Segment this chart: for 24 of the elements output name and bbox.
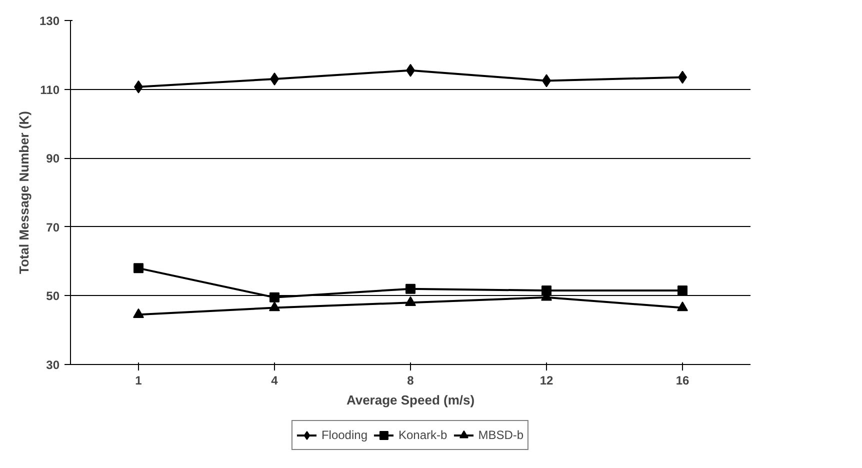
- y-tick-label: 30: [46, 358, 60, 372]
- x-tick-label: 1: [135, 374, 142, 388]
- y-axis-title: Total Message Number (K): [16, 110, 32, 274]
- point: [677, 301, 688, 312]
- point: [133, 308, 144, 318]
- y-tick-label: 130: [39, 14, 60, 28]
- x-tick-label: 4: [271, 374, 278, 388]
- legend-label: MBSD-b: [478, 428, 524, 442]
- y-tick-label: 90: [46, 152, 60, 166]
- y-tick-label: 50: [46, 289, 60, 304]
- y-tick-label: 110: [40, 82, 60, 97]
- x-tick-label: 8: [407, 374, 414, 388]
- point: [134, 263, 144, 274]
- point: [269, 301, 280, 312]
- point: [270, 292, 280, 302]
- legend-label: Flooding: [321, 428, 368, 442]
- point: [678, 286, 688, 296]
- x-tick-label: 12: [540, 374, 554, 388]
- point: [405, 296, 416, 306]
- x-axis-title: Average Speed (m/s): [346, 392, 475, 408]
- point: [406, 284, 416, 294]
- x-tick-label: 16: [676, 374, 690, 388]
- legend-label: Konark-b: [398, 428, 448, 442]
- y-tick-label: 70: [46, 220, 60, 234]
